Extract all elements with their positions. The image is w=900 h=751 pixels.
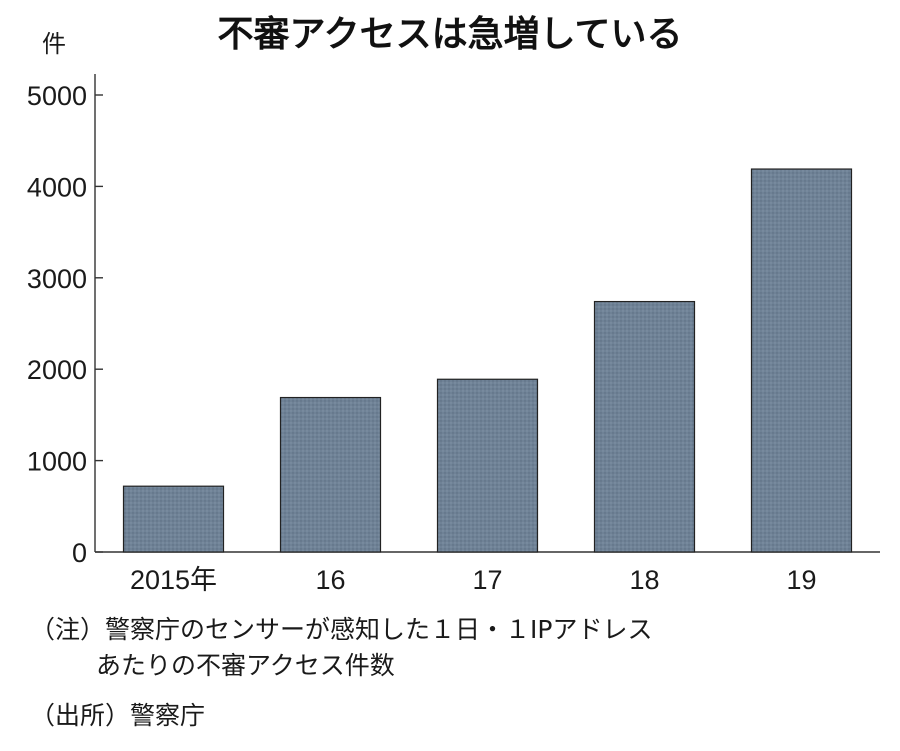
x-category-label: 19 [786, 565, 816, 595]
y-axis-unit-label: 件 [42, 31, 66, 58]
bars [122, 168, 853, 553]
note-prefix: （注） [30, 615, 106, 644]
note-line-2: あたりの不審アクセス件数 [96, 651, 395, 680]
bar-chart: 不審アクセスは急増している 件 0 1000 2000 3000 4000 5000 201… [27, 14, 880, 595]
chart-title: 不審アクセスは急増している [217, 14, 682, 55]
axis-labels: 0 1000 2000 3000 4000 5000 2015年 16 17 18 19 [27, 81, 817, 595]
y-tick-label: 2000 [27, 355, 87, 385]
source-note: （出所）警察庁 [30, 701, 206, 730]
x-category-label: 18 [629, 565, 659, 595]
note-line-1: 警察庁のセンサーが感知した１日・１IPアドレス [105, 615, 653, 644]
y-tick-label: 5000 [27, 81, 87, 111]
x-category-label: 2015年 [130, 565, 217, 595]
x-category-label: 17 [472, 565, 502, 595]
bar-3 [593, 300, 696, 553]
y-tick-label: 0 [72, 538, 87, 568]
note-row-1: （注）警察庁のセンサーが感知した１日・１IPアドレス [30, 612, 890, 648]
bar-1 [279, 396, 382, 553]
y-tick-label: 3000 [27, 264, 87, 294]
x-category-label: 16 [315, 565, 345, 595]
bar-4 [750, 168, 853, 553]
y-tick-label: 1000 [27, 447, 87, 477]
y-tick-label: 4000 [27, 172, 87, 202]
bar-2 [436, 378, 539, 553]
bar-0 [122, 485, 225, 553]
notes-block: （注）警察庁のセンサーが感知した１日・１IPアドレス あたりの不審アクセス件数 … [30, 612, 890, 734]
